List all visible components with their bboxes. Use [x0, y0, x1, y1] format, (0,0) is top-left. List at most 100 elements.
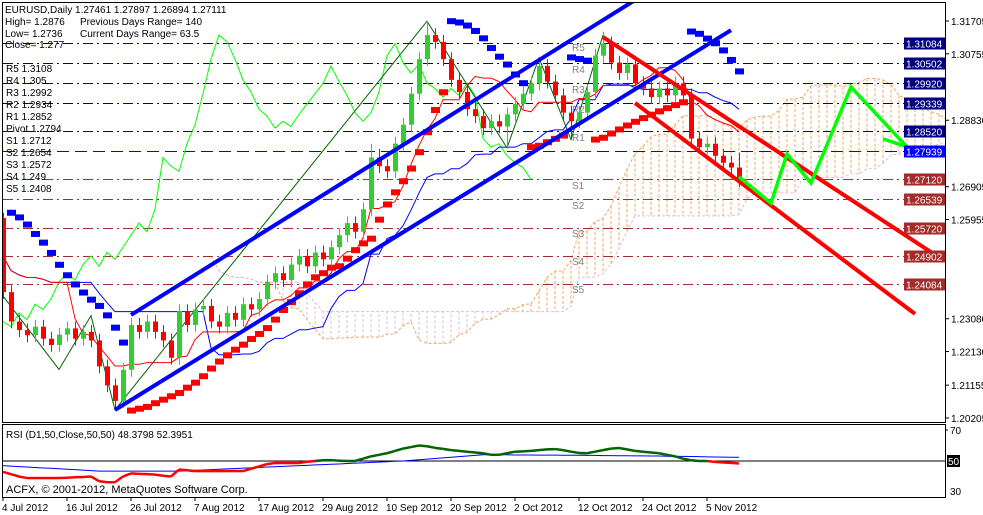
sar-marker — [399, 178, 408, 185]
pivot-axis-box-s5 — [904, 278, 945, 291]
sar-marker — [63, 272, 72, 279]
rsi-segment — [362, 455, 372, 460]
price-axis[interactable]: 1.31705 1.30755 1.28830 1.26905 1.25955 1.230… — [945, 2, 983, 425]
pivot-axis-box-s2 — [904, 193, 945, 206]
sar-marker — [623, 122, 632, 129]
pivot-axis-labels: 1.31084 1.30502 1.29920 1.29339 1.28520 1.279… — [904, 37, 945, 292]
candle-bull — [257, 299, 262, 310]
pivot-axis-label-r3: 1.29920 — [906, 80, 943, 91]
candle-bear — [633, 64, 638, 84]
candle-bear — [73, 328, 78, 339]
price-tick-label: 1.21155 — [951, 381, 983, 392]
sar-marker — [183, 384, 192, 391]
pivot-chart-labels: R5 R4 R3 R2 R1 S1 S2 S3 S4 S5 — [572, 43, 585, 296]
candle-bear — [217, 321, 222, 327]
pivot-chart-label-r2: R2 — [572, 105, 585, 116]
date-axis[interactable]: 4 Jul 2012 16 Jul 2012 26 Jul 2012 7 Aug 20… — [2, 497, 758, 514]
price-tick-label: 1.26905 — [951, 183, 983, 194]
rsi-segment — [402, 445, 412, 450]
candle-bear — [729, 162, 734, 168]
candle-bear — [449, 59, 454, 80]
projection-path — [737, 83, 909, 207]
pivot-axis-label-pivot: 1.27939 — [906, 148, 943, 159]
rsi-segment — [474, 451, 484, 455]
date-tick-label: 24 Oct 2012 — [642, 503, 697, 514]
rsi-segment — [706, 459, 716, 464]
rsi-pane-frame — [2, 424, 946, 498]
pivot-chart-label-r5: R5 — [572, 43, 585, 54]
rsi-segment — [530, 448, 540, 453]
symbol-line: EURUSD,Daily 1.27461 1.27897 1.26894 1.2… — [5, 5, 227, 16]
candle-bear — [49, 338, 54, 345]
sar-marker — [15, 214, 24, 221]
rsi-segment — [114, 475, 124, 484]
candle-bull — [505, 114, 510, 127]
rsi-segment — [98, 479, 108, 484]
date-tick-label: 29 Aug 2012 — [322, 503, 379, 514]
candle-bull — [657, 88, 662, 98]
trendlines[interactable] — [113, 0, 933, 412]
pivot-legend-s5: S5 1.2408 — [6, 184, 52, 195]
sar-marker — [79, 289, 88, 296]
candle-bull — [65, 328, 70, 335]
rsi-pane[interactable] — [3, 444, 945, 484]
sar-marker — [39, 239, 48, 246]
sar-marker — [247, 335, 256, 342]
sar-marker — [423, 129, 432, 136]
sar-marker — [271, 316, 280, 323]
up-channel-upper — [129, 3, 635, 317]
sar-marker — [199, 373, 208, 380]
rsi-segment — [730, 461, 740, 465]
rsi-segment — [162, 474, 172, 478]
sar-marker — [599, 134, 608, 141]
candle-bear — [553, 81, 558, 96]
candle-bull — [401, 124, 406, 144]
pivot-chart-label-s4: S4 — [572, 257, 585, 268]
candle-bull — [241, 304, 246, 320]
sar-marker — [215, 358, 224, 365]
pivot-lines — [3, 43, 945, 285]
candle-bear — [433, 34, 438, 42]
candle-bear — [249, 304, 254, 310]
up-channel-lower — [113, 28, 733, 412]
candle-bull — [593, 55, 598, 92]
rsi-segment — [642, 450, 652, 454]
rsi-segment — [650, 451, 660, 455]
sar-marker — [431, 106, 440, 113]
candle-bear — [25, 330, 30, 336]
candle-bull — [225, 312, 230, 327]
date-tick-label: 12 Oct 2012 — [578, 503, 633, 514]
sar-marker — [159, 396, 168, 403]
price-pane[interactable]: R5 R4 R3 R2 R1 S1 S2 S3 S4 S5 — [0, 0, 947, 414]
down-channel-upper — [601, 35, 933, 254]
rsi-segment — [330, 458, 340, 462]
pivot-legend-s3: S3 1.2572 — [6, 160, 52, 171]
date-tick-label: 16 Jul 2012 — [66, 503, 118, 514]
sar-marker — [503, 61, 512, 68]
rsi-segment — [186, 469, 196, 473]
pivot-axis-label-s4: 1.24902 — [906, 253, 943, 264]
sar-marker — [335, 263, 344, 270]
candle-bear — [689, 95, 694, 139]
pivot-chart-label-r3: R3 — [572, 85, 585, 96]
sar-marker — [55, 261, 64, 268]
price-tick-label: 1.28830 — [951, 116, 983, 127]
candle-bull — [489, 121, 494, 129]
sar-marker — [295, 290, 304, 297]
rsi-segment — [18, 475, 28, 480]
curr-range-line: Current Days Range= 63.5 — [80, 29, 200, 40]
rsi-segment — [314, 458, 324, 463]
candle-bear — [169, 340, 174, 358]
candle-bear — [281, 273, 286, 281]
rsi-segment — [386, 449, 396, 455]
candle-bull — [577, 112, 582, 122]
candle-bear — [457, 79, 462, 92]
pivot-chart-label-r1: R1 — [572, 133, 585, 144]
rsi-segment — [178, 468, 188, 472]
sar-marker — [391, 189, 400, 196]
rsi-segment — [122, 472, 132, 478]
sar-marker — [31, 230, 40, 237]
rsi-segment — [418, 444, 428, 448]
candle-bull — [425, 34, 430, 60]
